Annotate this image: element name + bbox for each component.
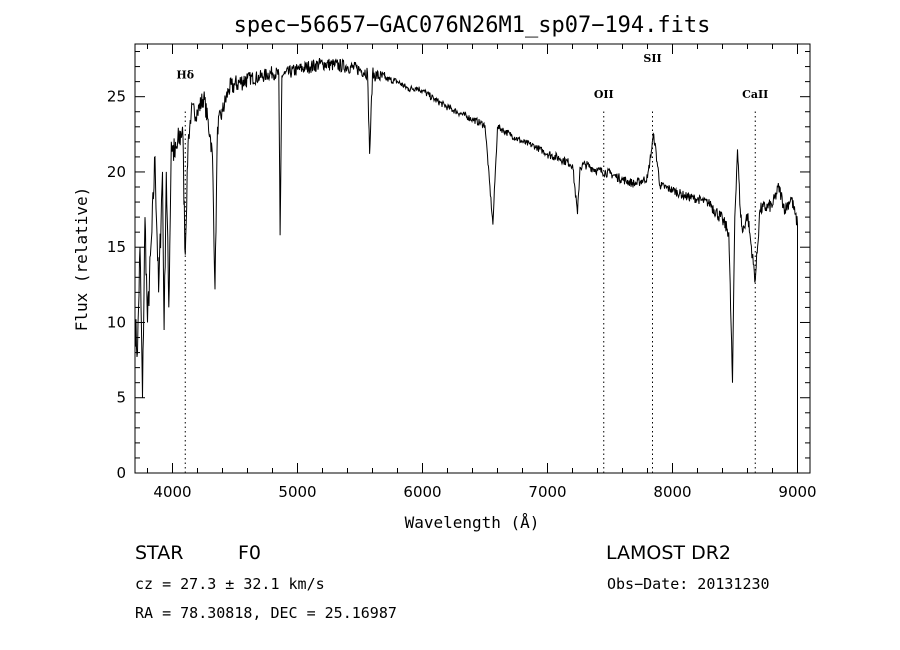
spectral-subclass: F0	[238, 542, 262, 564]
y-tick-label: 15	[107, 238, 126, 256]
x-axis-ticks: 4000 5000 6000 7000 8000 9000	[147, 44, 817, 501]
x-axis-label: Wavelength (Å)	[405, 513, 540, 532]
coordinates-readout: RA = 78.30818, DEC = 25.16987	[135, 604, 397, 622]
redshift-readout: cz = 27.3 ± 32.1 km/s	[135, 575, 325, 593]
y-tick-label: 10	[107, 313, 126, 331]
y-tick-label: 5	[116, 389, 126, 407]
spectral-line-markers: Hδ OII SII CaII	[176, 52, 768, 473]
chart-title: spec−56657−GAC076N26M1_sp07−194.fits	[234, 13, 711, 38]
line-marker-label: Hδ	[176, 69, 194, 82]
x-tick-label: 5000	[278, 483, 316, 501]
x-tick-label: 9000	[778, 483, 816, 501]
x-tick-label: 8000	[653, 483, 691, 501]
x-tick-label: 6000	[403, 483, 441, 501]
line-marker-label: CaII	[742, 88, 768, 101]
survey-name: LAMOST DR2	[606, 542, 731, 564]
y-axis-label: Flux (relative)	[72, 187, 91, 332]
line-marker-label: SII	[643, 52, 661, 65]
observation-date: Obs−Date: 20131230	[607, 575, 770, 593]
flux-spectrum-line	[134, 58, 798, 473]
y-tick-label: 0	[116, 464, 126, 482]
y-tick-label: 25	[107, 88, 126, 106]
x-tick-label: 4000	[153, 483, 191, 501]
y-tick-label: 20	[107, 163, 126, 181]
y-axis-ticks: 0 5 10 15 20 25	[107, 51, 810, 482]
object-type: STAR	[135, 542, 184, 564]
plot-frame	[134, 43, 811, 474]
line-marker-label: OII	[594, 88, 614, 101]
x-tick-label: 7000	[528, 483, 566, 501]
